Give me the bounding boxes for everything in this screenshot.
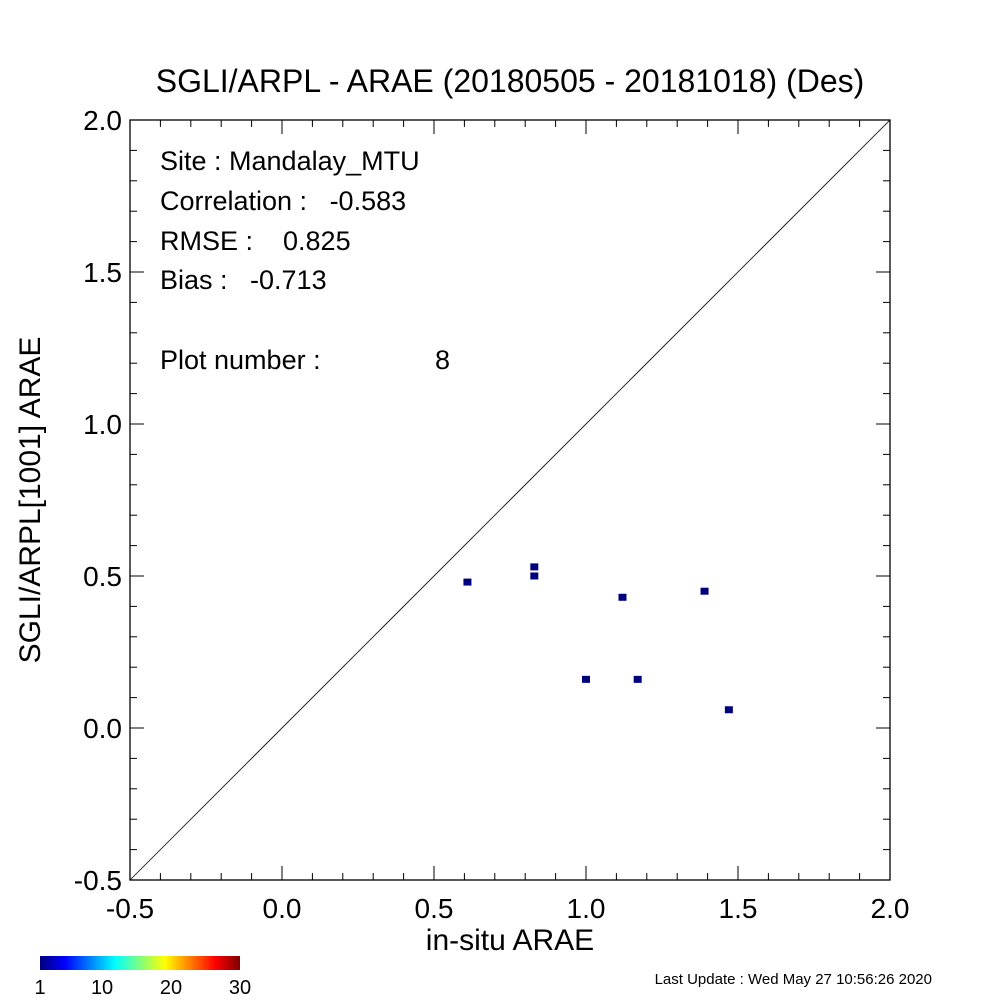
data-point [582, 675, 590, 683]
y-tick-label: 2.0 [83, 105, 122, 136]
stat-rmse: RMSE : 0.825 [160, 226, 351, 256]
y-tick-label: 0.5 [83, 561, 122, 592]
colorbar-tick-label: 30 [229, 977, 251, 999]
x-tick-label: -0.5 [106, 893, 154, 924]
y-tick-label: -0.5 [74, 865, 122, 896]
data-point [724, 706, 733, 714]
y-axis-label: SGLI/ARPL[1001] ARAE [14, 337, 47, 664]
data-point [618, 593, 627, 601]
x-tick-label: 2.0 [871, 893, 910, 924]
colorbar-gradient [40, 956, 240, 970]
colorbar: 1 10 20 30 [34, 956, 251, 999]
x-tick-label: 0.5 [415, 893, 454, 924]
chart-title: SGLI/ARPL - ARAE (20180505 - 20181018) (… [156, 63, 865, 99]
x-tick-labels: -0.5 0.0 0.5 1.0 1.5 2.0 [106, 893, 910, 924]
y-tick-label: 0.0 [83, 713, 122, 744]
axis-ticks [129, 119, 891, 881]
y-tick-label: 1.0 [83, 409, 122, 440]
data-point [463, 578, 472, 586]
stats-block: Site : Mandalay_MTU Correlation : -0.583… [160, 146, 450, 375]
x-tick-label: 0.0 [263, 893, 302, 924]
stat-plot-number-label: Plot number : [160, 345, 321, 375]
colorbar-tick-label: 20 [160, 977, 182, 999]
data-point [530, 563, 539, 571]
colorbar-tick-label: 1 [34, 977, 45, 999]
stat-bias: Bias : -0.713 [160, 265, 327, 295]
data-point [700, 587, 709, 595]
y-tick-label: 1.5 [83, 257, 122, 288]
plot-area [129, 119, 891, 881]
colorbar-labels: 1 10 20 30 [34, 977, 251, 999]
x-tick-label: 1.5 [719, 893, 758, 924]
data-point [530, 572, 539, 580]
x-tick-label: 1.0 [567, 893, 606, 924]
x-axis-label: in-situ ARAE [426, 924, 594, 957]
colorbar-tick-label: 10 [91, 977, 113, 999]
stat-plot-number-value: 8 [435, 345, 450, 375]
y-tick-labels: -0.5 0.0 0.5 1.0 1.5 2.0 [74, 105, 122, 896]
last-update: Last Update : Wed May 27 10:56:26 2020 [655, 971, 932, 988]
one-to-one-line [129, 119, 891, 881]
data-point [633, 675, 642, 683]
data-points [463, 563, 733, 714]
stat-site: Site : Mandalay_MTU [160, 146, 420, 176]
stat-correlation: Correlation : -0.583 [160, 186, 406, 216]
plot-frame [129, 119, 891, 881]
